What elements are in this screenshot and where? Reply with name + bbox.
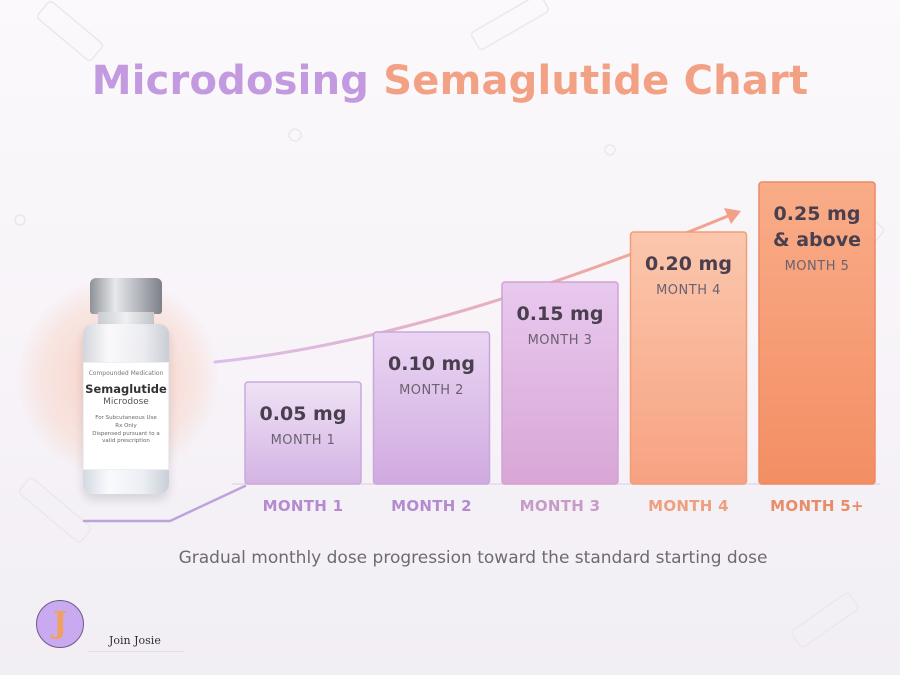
bar-month-sublabel: MONTH 2 (399, 383, 464, 398)
vial-label-line-3: Microdose (103, 397, 149, 407)
x-tick-label: MONTH 5+ (770, 497, 864, 515)
brand-name: Join Josie (109, 634, 161, 647)
bar-value-label: 0.10 mg (388, 353, 475, 375)
bar-month-sublabel: MONTH 4 (656, 283, 721, 298)
chart-title-part-2: Semaglutide Chart (383, 58, 809, 104)
baseline-connector (82, 484, 247, 523)
vial-label-line-6: Dispensed pursuant to a valid prescripti… (92, 431, 160, 444)
bar-value-label: & above (773, 229, 861, 251)
bar-month-2 (372, 331, 491, 485)
bar-value-label: 0.05 mg (260, 403, 347, 425)
bar-month-5 (758, 181, 876, 485)
brand-underline (88, 651, 184, 652)
vial-label-line-4: For Subcutaneous Use (95, 415, 157, 421)
chart-title-part-1: Microdosing (91, 58, 370, 104)
vial-cap (90, 278, 162, 314)
bar-month-1 (244, 381, 362, 485)
x-tick-label: MONTH 2 (391, 497, 472, 515)
brand-logo: J (36, 600, 84, 648)
vial-neck (98, 312, 154, 326)
vial-label: Compounded Medication Semaglutide Microd… (83, 362, 169, 470)
vial-label-line-2: Semaglutide (85, 382, 167, 396)
vial-label-line-5: Rx Only (115, 423, 137, 429)
x-tick-label: MONTH 4 (648, 497, 729, 515)
bar-month-sublabel: MONTH 5 (785, 259, 850, 274)
bar-value-label: 0.25 mg (774, 203, 861, 225)
bar-value-label: 0.15 mg (517, 303, 604, 325)
trend-arrow-head (724, 208, 741, 224)
bar-month-sublabel: MONTH 3 (528, 333, 593, 348)
brand-logo-letter: J (52, 606, 68, 641)
bar-value-label: 0.20 mg (645, 253, 732, 275)
chart-caption: Gradual monthly dose progression toward … (178, 548, 768, 568)
bar-month-sublabel: MONTH 1 (271, 433, 336, 448)
x-tick-label: MONTH 3 (520, 497, 601, 515)
x-tick-label: MONTH 1 (263, 497, 344, 515)
chart-title: Microdosing Semaglutide Chart (0, 58, 900, 104)
bar-month-3 (501, 281, 619, 485)
medication-vial-image: Compounded Medication Semaglutide Microd… (80, 278, 172, 498)
bar-month-4 (629, 231, 748, 485)
vial-label-line-1: Compounded Medication (88, 370, 164, 377)
